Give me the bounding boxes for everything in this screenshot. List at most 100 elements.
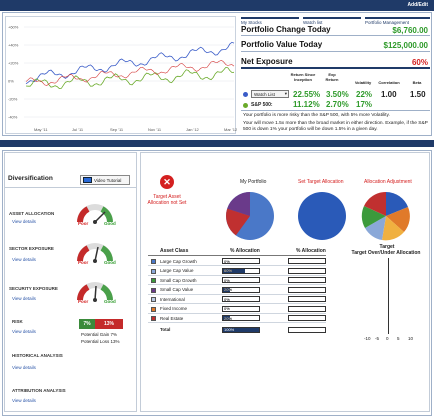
gauge-good-label: Good bbox=[104, 299, 116, 304]
header-beta: Beta bbox=[412, 80, 422, 85]
potential-loss-text: Potential Loss 13% bbox=[81, 339, 120, 344]
monitor-icon bbox=[83, 177, 92, 183]
sp500-label: S&P 500: bbox=[251, 102, 273, 108]
asset-swatch bbox=[151, 278, 156, 283]
gauge-good-label: Good bbox=[104, 260, 116, 265]
sector-exposure-heading: SECTOR EXPOSURE bbox=[9, 246, 54, 251]
my-portfolio-pie bbox=[226, 192, 274, 240]
asset-class-name: Large Cap Value bbox=[160, 268, 194, 273]
performance-chart-svg: +60% +40% +20% 0% -20% -40% May '11 Jul '11 Sep… bbox=[8, 25, 238, 133]
diversification-sidebar bbox=[4, 152, 137, 412]
table-row: Small Cap Growth 0% bbox=[148, 276, 326, 285]
x-tick-label: Sep '11 bbox=[110, 127, 124, 132]
risk-view-details[interactable]: View details bbox=[12, 329, 36, 334]
sp500-exp-return: 2.70% bbox=[326, 100, 349, 109]
historical-analysis-heading: HISTORICAL ANALYSIS bbox=[12, 353, 63, 358]
asset-class-name: Small Cap Value bbox=[160, 287, 194, 292]
tab-watch-list[interactable]: Watch list bbox=[303, 17, 361, 25]
table-row: Real Estate 20% bbox=[148, 314, 326, 323]
target-total-bar bbox=[288, 326, 326, 333]
attribution-analysis-heading: ATTRIBUTION ANALYSIS bbox=[12, 388, 66, 393]
header-return-since-inception: Return Since Inception bbox=[290, 72, 316, 82]
table-row: Small Cap Value 20% bbox=[148, 286, 326, 295]
section-divider-bar bbox=[0, 140, 434, 147]
allocation-bar bbox=[222, 296, 260, 302]
sector-exposure-view-details[interactable]: View details bbox=[12, 257, 36, 262]
y-tick-label: -20% bbox=[8, 97, 18, 102]
target-allocation-bar[interactable] bbox=[288, 258, 326, 264]
gauge-poor-label: Poor bbox=[78, 299, 89, 304]
table-row: International 0% bbox=[148, 295, 326, 304]
asset-allocation-view-details[interactable]: View details bbox=[12, 219, 36, 224]
gauge-good-label: Good bbox=[104, 221, 116, 226]
tab-portfolio-management[interactable]: Portfolio Management bbox=[365, 17, 430, 25]
portfolio-change-row: Portfolio Change Today $6,760.00 bbox=[241, 25, 430, 36]
security-exposure-view-details[interactable]: View details bbox=[12, 296, 36, 301]
x-tick-label: Mar '12 bbox=[224, 127, 237, 132]
pie-slice-3 bbox=[382, 216, 404, 241]
watch-list-select[interactable]: Watch List ▾ bbox=[251, 90, 289, 98]
x-tick-label: Nov '11 bbox=[148, 127, 162, 132]
total-bar-fill bbox=[223, 327, 259, 332]
y-tick-label: +40% bbox=[8, 43, 19, 48]
target-allocation-bar[interactable] bbox=[288, 277, 326, 283]
x-tick-label: May '11 bbox=[34, 127, 48, 132]
target-allocation-bar[interactable] bbox=[288, 305, 326, 312]
asset-swatch bbox=[151, 306, 156, 312]
asset-class-name: Small Cap Growth bbox=[160, 277, 197, 283]
gauge-svg bbox=[77, 282, 113, 302]
sidebar-divider bbox=[4, 187, 137, 188]
asset-swatch bbox=[151, 259, 156, 264]
allocation-pct: 0% bbox=[224, 258, 230, 264]
watch-return: 22.55% bbox=[293, 90, 321, 99]
allocation-bar bbox=[222, 277, 260, 283]
target-allocation-bar[interactable] bbox=[288, 315, 326, 321]
add-edit-link[interactable]: Add/Edit bbox=[407, 2, 428, 8]
video-tutorial-button[interactable]: Video Tutorial bbox=[80, 175, 130, 185]
allocation-bar bbox=[222, 267, 260, 274]
set-target-allocation-link[interactable]: Set Target Allocation bbox=[298, 179, 344, 185]
alert-x-icon: ✕ bbox=[160, 175, 174, 189]
target-allocation-bar[interactable] bbox=[288, 296, 326, 302]
risk-heading: RISK bbox=[12, 319, 23, 324]
chart-gridlines bbox=[24, 26, 234, 118]
attribution-analysis-view-details[interactable]: View details bbox=[12, 398, 36, 403]
total-pct: 100% bbox=[224, 327, 235, 332]
potential-gain-text: Potential Gain 7% bbox=[81, 332, 118, 337]
asset-swatch bbox=[151, 297, 156, 302]
header-correlation: Correlation bbox=[378, 80, 400, 85]
asset-allocation-heading: ASSET ALLOCATION bbox=[9, 211, 55, 216]
watch-list-legend-dot bbox=[243, 92, 248, 97]
y-tick-label: +60% bbox=[8, 25, 19, 30]
axis-tick: -5 bbox=[375, 336, 380, 341]
pie-slice-1 bbox=[386, 192, 408, 216]
top-bar: Add/Edit bbox=[0, 0, 434, 11]
risk-note-2: Your will move 1.5x more than the broad … bbox=[243, 121, 428, 132]
sp500-return: 11.12% bbox=[293, 100, 320, 109]
pie-slice-small-cap-value bbox=[227, 192, 250, 216]
allocation-pct: 0% bbox=[224, 296, 230, 302]
net-exposure-value: 60% bbox=[411, 58, 428, 67]
allocation-pct: 0% bbox=[224, 306, 230, 311]
gauge-poor-label: Poor bbox=[78, 221, 89, 226]
allocation-bar-fill bbox=[223, 287, 231, 292]
header-exp-return: Exp Return bbox=[325, 72, 339, 82]
x-tick-label: Jan '12 bbox=[186, 127, 200, 132]
target-allocation-bar[interactable] bbox=[288, 286, 326, 293]
y-tick-label: 0% bbox=[8, 79, 14, 84]
diversification-title: Diversification bbox=[8, 175, 53, 182]
target-allocation-bar[interactable] bbox=[288, 267, 326, 274]
pie-slice-4 bbox=[365, 216, 386, 240]
allocation-bar bbox=[222, 258, 260, 264]
watch-beta: 1.50 bbox=[410, 90, 426, 99]
watch-list-line bbox=[25, 41, 235, 85]
tab-my-stocks[interactable]: My Stocks bbox=[241, 17, 299, 25]
allocation-adjustment-label: Allocation Adjustment bbox=[364, 179, 412, 185]
watch-exp-return: 3.50% bbox=[326, 90, 349, 99]
table-row: Fixed Income 0% bbox=[148, 305, 326, 314]
sector-exposure-gauge: Poor Good bbox=[76, 237, 116, 265]
gauge-svg bbox=[77, 204, 113, 224]
pie-slice-5 bbox=[361, 206, 386, 228]
pie-slice-2 bbox=[386, 207, 410, 232]
historical-analysis-view-details[interactable]: View details bbox=[12, 365, 36, 370]
